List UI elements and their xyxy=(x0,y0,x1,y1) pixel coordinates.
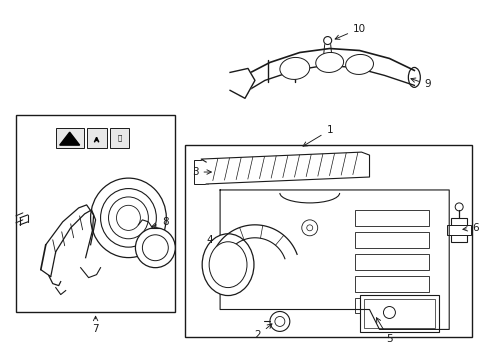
Bar xyxy=(56,128,84,148)
Bar xyxy=(355,210,429,226)
Text: 3: 3 xyxy=(192,167,211,177)
Ellipse shape xyxy=(202,234,254,296)
Polygon shape xyxy=(60,132,80,145)
Ellipse shape xyxy=(235,75,249,96)
Bar xyxy=(110,128,129,148)
Bar xyxy=(16,115,175,312)
Circle shape xyxy=(135,228,175,268)
Circle shape xyxy=(384,306,395,319)
Bar xyxy=(194,160,208,184)
Ellipse shape xyxy=(209,242,247,288)
Bar xyxy=(87,128,106,148)
Circle shape xyxy=(324,37,332,45)
Bar xyxy=(355,232,429,248)
Circle shape xyxy=(143,235,168,261)
Polygon shape xyxy=(201,152,369,184)
Text: 4: 4 xyxy=(207,235,225,255)
Bar xyxy=(355,254,429,270)
Bar xyxy=(360,294,439,332)
Text: 2: 2 xyxy=(255,324,272,341)
Bar xyxy=(355,276,429,292)
Circle shape xyxy=(307,225,313,231)
Bar xyxy=(447,225,471,235)
Ellipse shape xyxy=(345,54,373,75)
Bar xyxy=(185,145,472,337)
Circle shape xyxy=(302,220,318,236)
Text: 1: 1 xyxy=(303,125,333,146)
Ellipse shape xyxy=(91,178,166,258)
Text: 8: 8 xyxy=(152,217,169,227)
Text: 6: 6 xyxy=(463,223,478,233)
Bar xyxy=(364,298,435,328)
Ellipse shape xyxy=(108,197,148,239)
Text: 5: 5 xyxy=(376,318,393,345)
Text: ✋: ✋ xyxy=(118,135,122,141)
Polygon shape xyxy=(230,68,255,98)
Circle shape xyxy=(455,203,463,211)
Bar xyxy=(355,298,429,314)
Polygon shape xyxy=(220,190,449,329)
Text: 9: 9 xyxy=(411,78,431,89)
Circle shape xyxy=(275,316,285,327)
Ellipse shape xyxy=(117,205,141,230)
Text: 7: 7 xyxy=(92,316,99,334)
Text: 10: 10 xyxy=(335,24,366,39)
Bar xyxy=(451,218,467,242)
Ellipse shape xyxy=(408,67,420,87)
Ellipse shape xyxy=(100,189,156,247)
Circle shape xyxy=(270,311,290,332)
Ellipse shape xyxy=(316,53,343,72)
Ellipse shape xyxy=(280,58,310,80)
